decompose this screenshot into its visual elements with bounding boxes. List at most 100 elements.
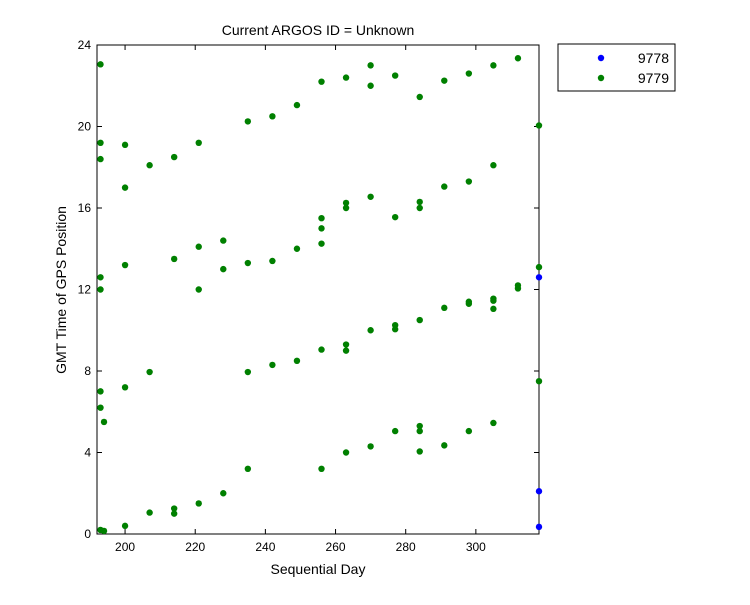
data-point-9779 (100, 418, 108, 426)
data-point-9778 (535, 488, 543, 495)
data-point-9779 (121, 384, 129, 391)
y-tick-label: 4 (84, 446, 91, 460)
x-tick-label: 260 (326, 540, 346, 554)
data-point-9779 (535, 263, 543, 271)
data-point-9779 (293, 245, 301, 252)
data-point-9779 (244, 259, 252, 267)
data-point-9779 (146, 509, 153, 516)
data-point-9779 (367, 82, 374, 89)
data-point-9779 (121, 522, 129, 530)
data-point-9779 (244, 368, 252, 376)
data-point-9779 (342, 449, 350, 456)
data-point-9779 (121, 184, 129, 191)
data-point-9779 (170, 510, 178, 517)
data-point-9779 (318, 225, 325, 232)
legend-marker-9779 (597, 74, 605, 82)
data-point-9779 (465, 427, 473, 435)
data-point-9779 (514, 55, 522, 62)
data-point-9779 (195, 500, 202, 507)
data-point-9778 (535, 274, 543, 281)
data-point-9779 (342, 204, 350, 212)
data-point-9779 (342, 341, 350, 348)
data-point-9779 (293, 357, 301, 365)
data-point-9779 (244, 118, 252, 125)
data-point-9779 (391, 427, 399, 435)
data-point-9779 (535, 122, 543, 129)
data-point-9779 (416, 93, 423, 101)
legend-marker-9778 (597, 54, 605, 62)
data-point-9779 (170, 505, 178, 512)
data-point-9779 (269, 361, 276, 369)
data-point-9779 (318, 346, 325, 353)
data-point-9779 (318, 465, 325, 472)
y-tick-label: 8 (84, 364, 91, 378)
data-point-9779 (391, 326, 399, 333)
y-tick-label: 20 (78, 120, 92, 134)
legend-label: 9778 (638, 50, 669, 66)
data-point-9779 (490, 297, 497, 304)
data-point-9779 (293, 101, 301, 109)
data-point-9778 (535, 523, 543, 531)
y-tick-label: 24 (78, 38, 92, 52)
data-point-9779 (367, 193, 374, 200)
data-point-9779 (391, 213, 399, 221)
data-point-9779 (244, 465, 252, 472)
data-point-9779 (97, 274, 104, 281)
y-tick-label: 0 (84, 527, 91, 541)
data-point-9779 (121, 261, 129, 269)
x-tick-label: 220 (185, 540, 205, 554)
y-axis-ticks: 0 4 8 12 16 20 24 (78, 38, 539, 541)
data-point-9779 (342, 74, 350, 81)
data-point-9779 (97, 61, 104, 68)
data-point-9779 (195, 243, 202, 250)
data-point-9779 (170, 153, 178, 161)
data-point-9779 (97, 388, 104, 395)
data-point-9779 (97, 139, 104, 146)
data-point-9779 (97, 286, 104, 293)
y-tick-label: 16 (78, 201, 92, 215)
axes: 200 220 240 260 280 300 0 4 8 12 16 20 24 (78, 38, 540, 554)
data-points (97, 55, 543, 535)
data-point-9779 (416, 422, 423, 430)
data-point-9779 (416, 204, 423, 212)
data-point-9779 (465, 178, 473, 185)
data-point-9779 (441, 442, 448, 449)
data-point-9779 (441, 77, 448, 84)
data-point-9779 (220, 490, 227, 497)
data-point-9779 (100, 527, 108, 535)
x-axis-ticks: 200 220 240 260 280 300 (115, 45, 486, 554)
data-point-9779 (416, 316, 423, 324)
series-9779 (97, 55, 543, 535)
data-point-9779 (97, 404, 104, 411)
data-point-9779 (367, 443, 374, 450)
data-point-9779 (490, 62, 497, 69)
data-point-9779 (416, 448, 423, 455)
data-point-9779 (367, 62, 374, 69)
data-point-9779 (269, 257, 276, 265)
data-point-9779 (391, 72, 399, 79)
data-point-9779 (490, 419, 497, 427)
x-tick-label: 200 (115, 540, 135, 554)
data-point-9779 (146, 368, 153, 376)
data-point-9779 (220, 237, 227, 244)
data-point-9779 (342, 347, 350, 354)
plot-area (96, 44, 540, 535)
y-tick-label: 12 (78, 283, 92, 297)
data-point-9779 (220, 265, 227, 273)
data-point-9779 (416, 198, 423, 206)
data-point-9779 (318, 240, 325, 247)
data-point-9779 (269, 113, 276, 120)
data-point-9779 (514, 285, 522, 292)
data-point-9779 (535, 377, 543, 385)
x-axis-label: Sequential Day (271, 561, 366, 577)
x-tick-label: 240 (255, 540, 275, 554)
data-point-9779 (441, 304, 448, 312)
data-point-9779 (465, 300, 473, 307)
data-point-9779 (465, 70, 473, 77)
x-tick-label: 280 (396, 540, 416, 554)
data-point-9779 (342, 199, 350, 207)
legend: 9778 9779 (557, 43, 676, 92)
data-point-9779 (97, 155, 104, 163)
data-point-9779 (490, 162, 497, 169)
